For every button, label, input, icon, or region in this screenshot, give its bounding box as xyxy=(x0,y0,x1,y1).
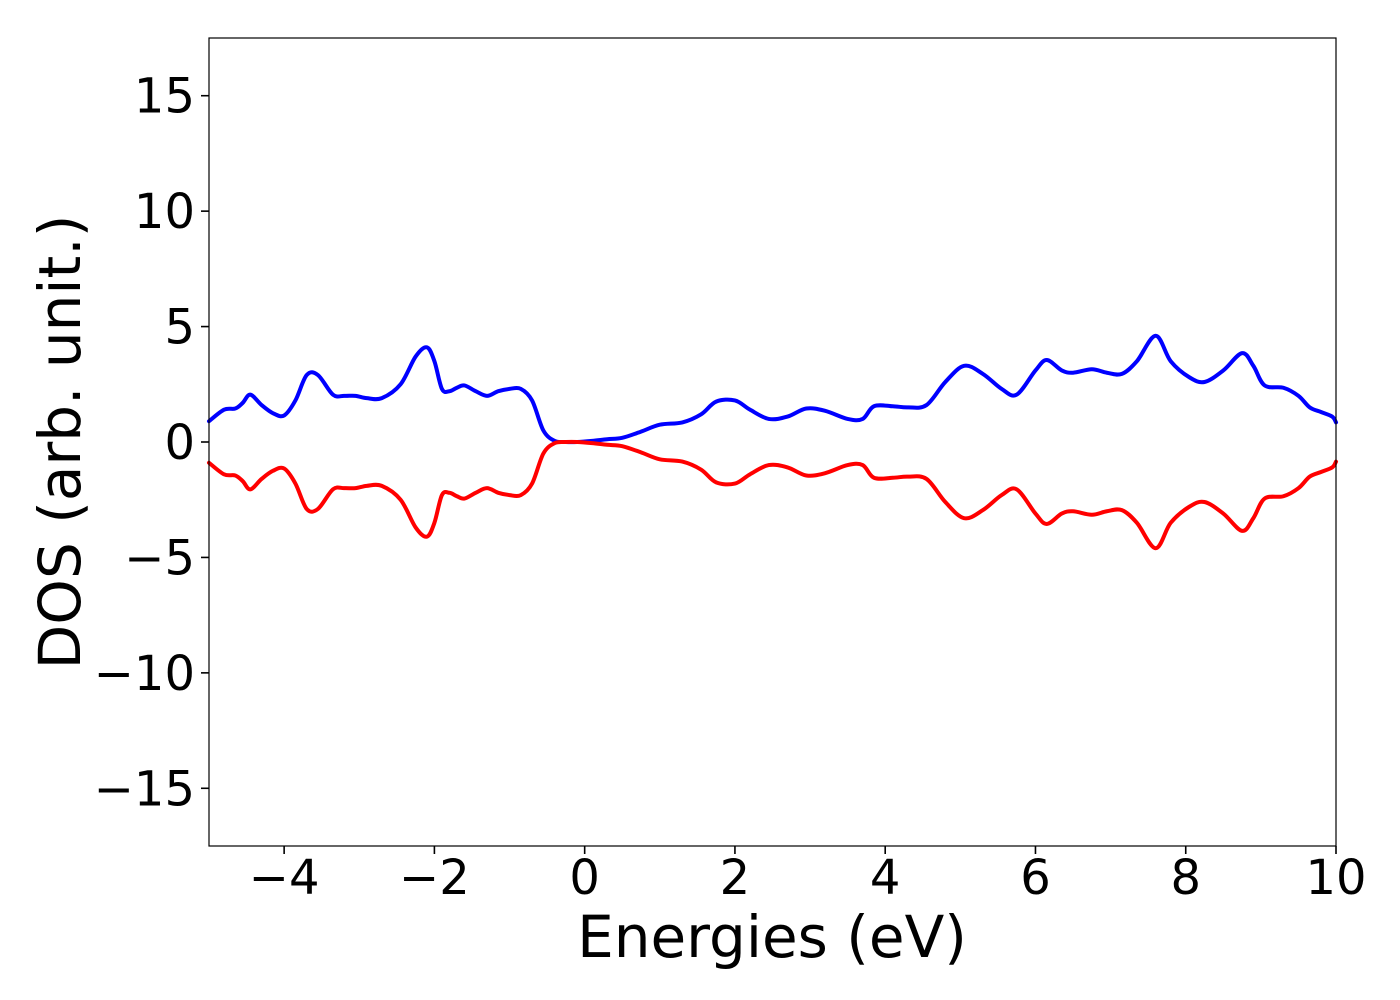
y-tick-label: 15 xyxy=(134,69,195,125)
dos-line-red xyxy=(207,439,1338,551)
x-tick-label: 6 xyxy=(1020,850,1051,906)
x-tick-label: −4 xyxy=(249,850,320,906)
series-layer xyxy=(207,333,1338,551)
y-axis: 15 10 5 0 −5 −10 −15 xyxy=(94,69,209,817)
x-tick-label: 4 xyxy=(870,850,901,906)
x-tick-label: 2 xyxy=(720,850,751,906)
x-tick-label: −2 xyxy=(399,850,470,906)
x-axis-label: Energies (eV) xyxy=(577,903,967,971)
y-tick-label: −15 xyxy=(94,761,195,817)
y-tick-label: 0 xyxy=(164,415,195,471)
x-tick-label: 10 xyxy=(1305,850,1366,906)
y-tick-label: 10 xyxy=(134,184,195,240)
x-tick-label: 8 xyxy=(1170,850,1201,906)
y-tick-label: −5 xyxy=(124,530,195,586)
x-axis: −4 −2 0 2 4 6 8 10 xyxy=(249,846,1367,906)
y-tick-label: −10 xyxy=(94,646,195,702)
dos-line-blue xyxy=(207,333,1338,445)
x-tick-label: 0 xyxy=(569,850,600,906)
y-tick-label: 5 xyxy=(164,300,195,356)
y-axis-label: DOS (arb. unit.) xyxy=(26,215,94,670)
